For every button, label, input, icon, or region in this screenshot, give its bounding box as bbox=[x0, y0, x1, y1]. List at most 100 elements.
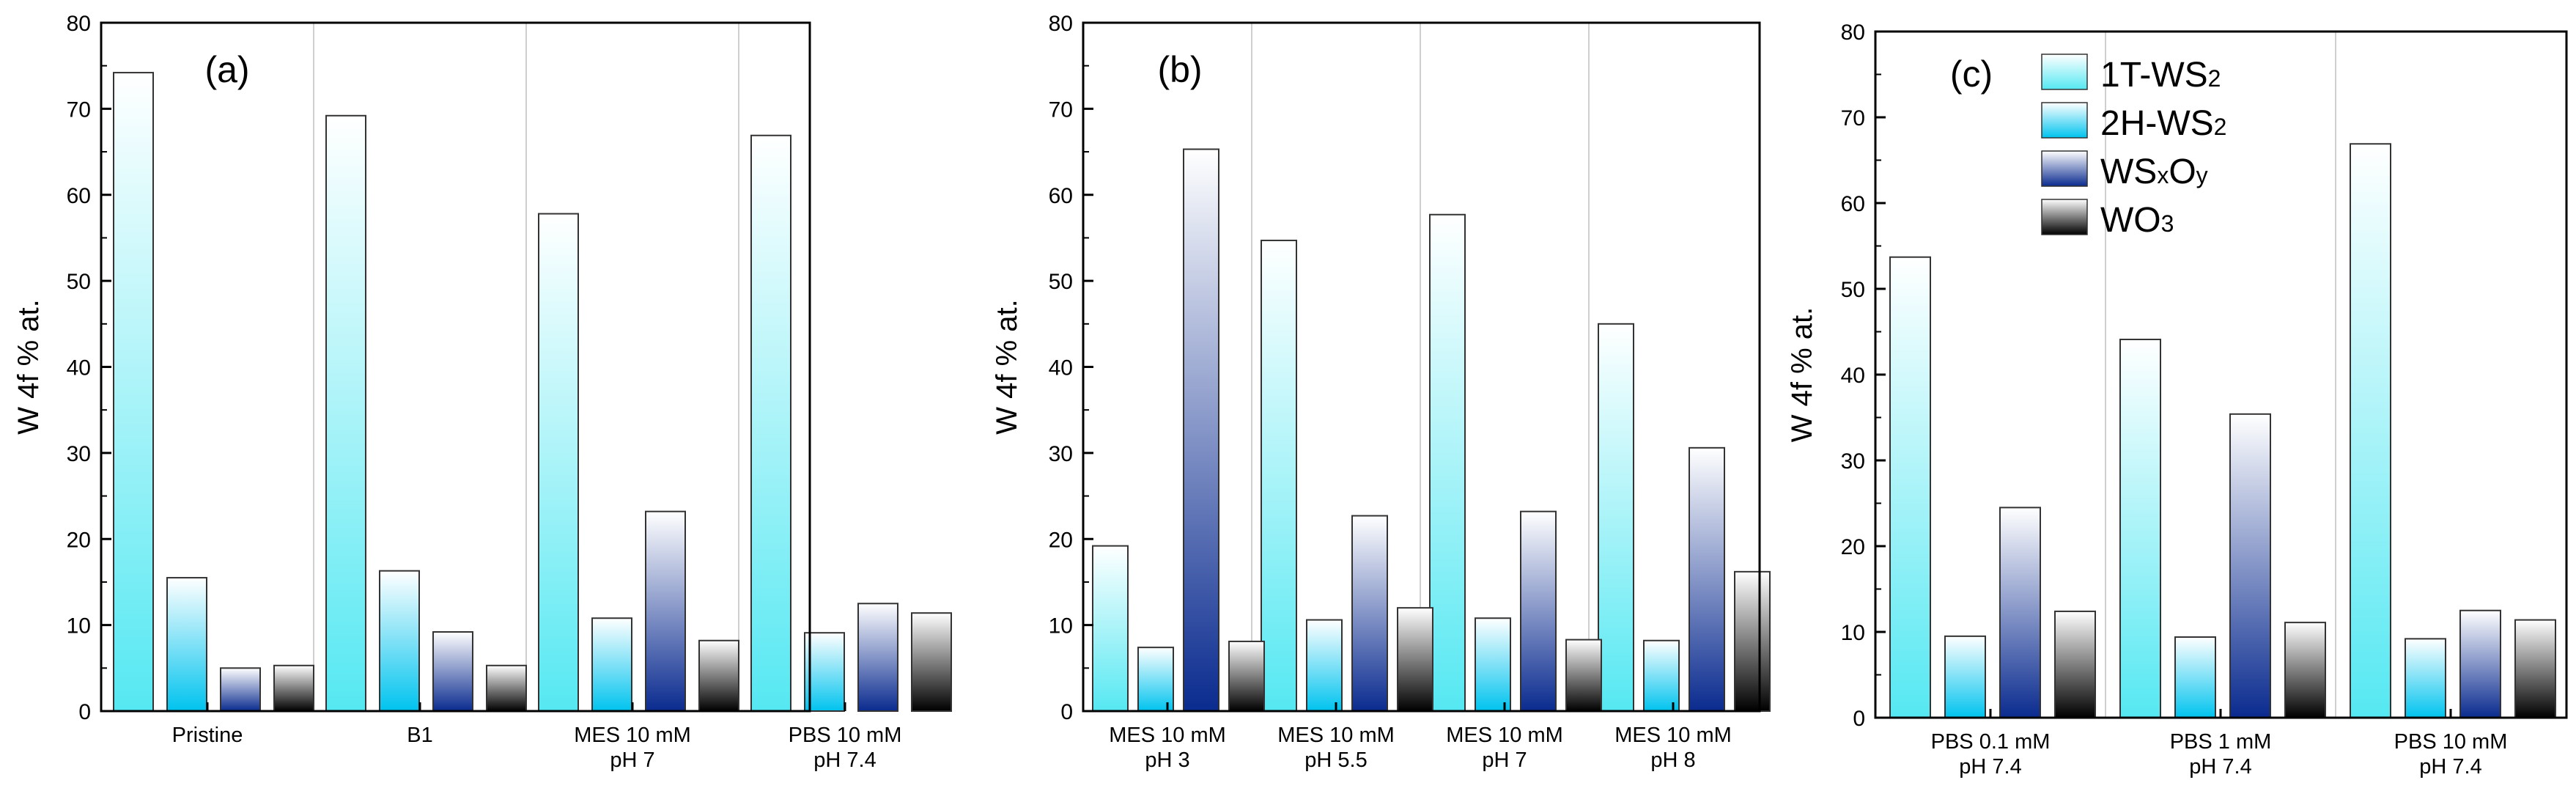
panel-1-bar-wsxoy-1 bbox=[221, 668, 260, 711]
panel-1-x-tick-label: Pristine bbox=[172, 724, 243, 747]
panel-2-y-tick-label: 10 bbox=[1049, 614, 1073, 639]
panel-3-y-tick-label: 70 bbox=[1841, 106, 1865, 130]
panel-1-bar-wsxoy-4 bbox=[858, 603, 898, 711]
panel-3-bar-2h-ws2-1 bbox=[1945, 636, 1985, 718]
chart-canvas: 01020304050607080Pristine B1 MES 10 mMpH 7… bbox=[0, 0, 2576, 798]
panel-3-y-axis-label: W 4f % at. bbox=[1786, 307, 1818, 443]
panel-2-x-tick-label: MES 10 mM bbox=[1446, 724, 1563, 747]
panel-2-bar-wo3-1 bbox=[1229, 641, 1264, 711]
panel-2-x-tick-label: pH 3 bbox=[1145, 748, 1189, 772]
panel-2-y-tick-label: 0 bbox=[1060, 700, 1073, 724]
panel-3-bar-wsxoy-3 bbox=[2460, 611, 2501, 718]
panel-3-y-tick-label: 10 bbox=[1841, 621, 1865, 645]
panel-3-y-tick-label: 20 bbox=[1841, 535, 1865, 559]
panel-1-y-tick-label: 80 bbox=[67, 12, 91, 36]
panel-2-y-tick-label: 50 bbox=[1049, 270, 1073, 294]
panel-1-y-tick-label: 20 bbox=[67, 528, 91, 552]
panel-1-bar-wsxoy-2 bbox=[433, 632, 473, 711]
panel-1-bar-2h-ws2-1 bbox=[167, 578, 207, 711]
panel-3-x-tick-label: PBS 0.1 mM bbox=[1931, 730, 2051, 754]
panel-2-x-tick-label: MES 10 mM bbox=[1614, 724, 1732, 747]
panel-2-bar-1t-ws2-2 bbox=[1261, 240, 1296, 711]
panel-1-bar-wo3-1 bbox=[274, 666, 314, 711]
panel-1-panel-label: (a) bbox=[204, 49, 249, 90]
panel-1-y-tick-label: 40 bbox=[67, 356, 91, 380]
panel-3-bar-wsxoy-2 bbox=[2230, 414, 2270, 718]
legend-swatch-2h-ws2 bbox=[2042, 103, 2087, 138]
panel-3-x-tick-label: pH 7.4 bbox=[2419, 755, 2481, 779]
panel-1-y-tick-label: 70 bbox=[67, 98, 91, 122]
panel-3-x-tick-label: pH 7.4 bbox=[2189, 755, 2251, 779]
legend-swatch-wo3 bbox=[2042, 199, 2087, 235]
legend-swatch-1t-ws2 bbox=[2042, 54, 2087, 89]
panel-3-y-tick-label: 30 bbox=[1841, 449, 1865, 474]
panel-3-y-tick-label: 80 bbox=[1841, 21, 1865, 45]
panel-2-bar-2h-ws2-3 bbox=[1475, 618, 1510, 711]
panel-2-bar-wo3-4 bbox=[1735, 572, 1770, 711]
panel-2-bar-2h-ws2-4 bbox=[1644, 641, 1679, 711]
panel-1-bar-wsxoy-3 bbox=[646, 512, 685, 711]
panel-1-y-tick-label: 30 bbox=[67, 442, 91, 466]
panel-1-bar-1t-ws2-4 bbox=[751, 136, 791, 711]
panel-2-y-tick-label: 40 bbox=[1049, 356, 1073, 380]
panel-1-bar-1t-ws2-2 bbox=[326, 116, 366, 711]
panel-2-x-tick-label: MES 10 mM bbox=[1109, 724, 1226, 747]
panel-2-x-tick-label: pH 5.5 bbox=[1304, 748, 1367, 772]
panel-2-bar-1t-ws2-4 bbox=[1598, 324, 1634, 711]
panel-2-bar-wsxoy-1 bbox=[1184, 150, 1219, 711]
panel-1-x-tick-label: B1 bbox=[407, 724, 432, 747]
panel-3-y-tick-label: 40 bbox=[1841, 364, 1865, 388]
panel-2-bar-1t-ws2-3 bbox=[1430, 215, 1465, 711]
panel-1-bar-2h-ws2-3 bbox=[592, 618, 632, 711]
panel-3-bar-wo3-1 bbox=[2055, 611, 2095, 718]
panel-1-bar-2h-ws2-2 bbox=[380, 571, 419, 711]
panel-2-bar-wsxoy-4 bbox=[1689, 448, 1724, 711]
figure: 0 10 20 30 40 50 60 70 80 Pristine B1 MES 10 mM pH 7… bbox=[0, 0, 2576, 798]
legend-label-1t-ws2: 1T-WS2 bbox=[2100, 56, 2221, 95]
panel-2-panel-label: (b) bbox=[1157, 49, 1202, 90]
panel-1-bar-wo3-3 bbox=[699, 641, 739, 711]
panel-3-x-tick-label: pH 7.4 bbox=[1959, 755, 2021, 779]
legend-label-wsxoy: WSxOy bbox=[2100, 152, 2208, 191]
panel-2-y-tick-label: 20 bbox=[1049, 528, 1073, 552]
panel-3-bar-1t-ws2-1 bbox=[1890, 257, 1930, 718]
panel-3-bar-1t-ws2-2 bbox=[2120, 339, 2160, 718]
panel-1-axes-frame bbox=[101, 23, 810, 711]
panel-3-bar-2h-ws2-2 bbox=[2175, 637, 2215, 718]
panel-1-y-tick-label: 10 bbox=[67, 614, 91, 639]
panel-2-x-tick-label: MES 10 mM bbox=[1277, 724, 1395, 747]
panel-1-y-tick-label: 60 bbox=[67, 184, 91, 208]
panel-2-y-axis-label: W 4f % at. bbox=[991, 299, 1023, 435]
panel-1-y-tick-label: 50 bbox=[67, 270, 91, 294]
panel-1-bar-wo3-2 bbox=[487, 666, 526, 711]
panel-3-panel-label: (c) bbox=[1950, 54, 1993, 95]
panel-2-x-tick-label: pH 7 bbox=[1482, 748, 1527, 772]
panel-2-bar-1t-ws2-1 bbox=[1093, 546, 1128, 711]
panel-1-bar-1t-ws2-3 bbox=[539, 214, 578, 711]
panel-2-bar-2h-ws2-2 bbox=[1307, 620, 1342, 711]
panel-3-bar-1t-ws2-3 bbox=[2350, 144, 2391, 718]
panel-3-bar-wo3-3 bbox=[2515, 620, 2555, 718]
panel-3-x-tick-label: PBS 1 mM bbox=[2170, 730, 2272, 754]
panel-2-y-tick-label: 30 bbox=[1049, 442, 1073, 466]
legend-swatch-wsxoy bbox=[2042, 151, 2087, 186]
panel-2-bar-wsxoy-3 bbox=[1521, 512, 1556, 711]
legend-label-2h-ws2: 2H-WS2 bbox=[2100, 104, 2226, 143]
panel-1-y-axis-label: W 4f % at. bbox=[12, 299, 45, 435]
panel-1-x-tick-label: MES 10 mM bbox=[574, 724, 691, 747]
panel-2-y-tick-label: 60 bbox=[1049, 184, 1073, 208]
panel-3-y-tick-label: 50 bbox=[1841, 278, 1865, 302]
panel-2-y-tick-label: 70 bbox=[1049, 98, 1073, 122]
panel-1-y-tick-label: 0 bbox=[78, 700, 91, 724]
panel-2-bar-wo3-3 bbox=[1566, 640, 1601, 711]
panel-1-bar-wo3-4 bbox=[912, 613, 951, 711]
panel-3-bar-wo3-2 bbox=[2285, 622, 2325, 718]
panel-2-x-tick-label: pH 8 bbox=[1650, 748, 1695, 772]
panel-1-x-tick-label: pH 7.4 bbox=[813, 748, 876, 772]
panel-1-x-tick-label: pH 7 bbox=[610, 748, 654, 772]
panel-1-bar-1t-ws2-1 bbox=[114, 73, 153, 711]
legend-label-wo3: WO3 bbox=[2100, 201, 2174, 240]
panel-2-bar-wo3-2 bbox=[1398, 608, 1433, 711]
panel-3-y-tick-label: 0 bbox=[1853, 707, 1865, 731]
panel-2-y-tick-label: 80 bbox=[1049, 12, 1073, 36]
